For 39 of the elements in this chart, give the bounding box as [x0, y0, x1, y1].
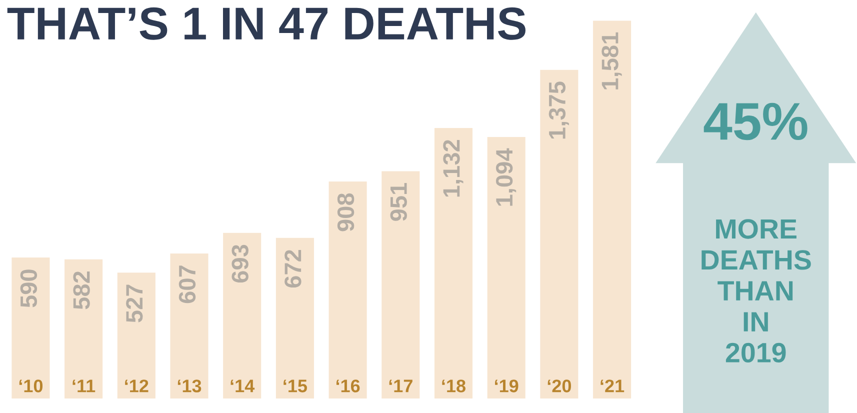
text: MORE DEATHS THAN IN 2019: [702, 219, 811, 363]
data-label: 693: [232, 244, 248, 283]
bar: [12, 258, 50, 399]
data-label: 582: [73, 271, 90, 310]
x-tick-label: ‘16: [336, 380, 360, 392]
x-tick-label: ‘20: [548, 380, 572, 392]
x-tick-label: ‘17: [389, 380, 412, 392]
data-label: 1,094: [496, 148, 516, 206]
data-label: 908: [337, 193, 354, 232]
x-tick-label: ‘13: [178, 380, 202, 392]
data-label: 607: [178, 266, 196, 304]
bar: [223, 232, 262, 399]
bar: [593, 20, 632, 399]
bar: [170, 253, 208, 399]
bar: [487, 137, 526, 399]
data-label: 672: [284, 250, 302, 288]
text: 45%: [704, 102, 808, 140]
bar: [540, 70, 578, 399]
x-tick-label: ‘11: [72, 380, 96, 392]
x-tick-label: ‘15: [284, 380, 307, 392]
data-label: 590: [20, 270, 38, 308]
bar: [64, 259, 103, 399]
data-label: 1,581: [602, 32, 622, 90]
data-label: 1,375: [548, 82, 569, 139]
x-tick-label: ‘14: [230, 380, 255, 392]
bar: [434, 128, 473, 399]
bar: [276, 238, 314, 399]
data-label: 527: [126, 284, 143, 322]
chart-title: THAT’S 1 IN 47 DEATHS: [7, 7, 526, 40]
bar: [328, 182, 367, 399]
x-tick-label: ‘12: [125, 380, 148, 392]
x-tick-label: ‘10: [19, 380, 43, 392]
x-tick-label: ‘21: [600, 380, 624, 392]
bar: [117, 272, 156, 399]
bar: [382, 171, 420, 399]
x-tick-label: ‘19: [495, 380, 518, 392]
x-tick-label: ‘18: [442, 380, 466, 392]
data-label: 1,132: [443, 140, 464, 197]
data-label: 951: [390, 183, 407, 221]
